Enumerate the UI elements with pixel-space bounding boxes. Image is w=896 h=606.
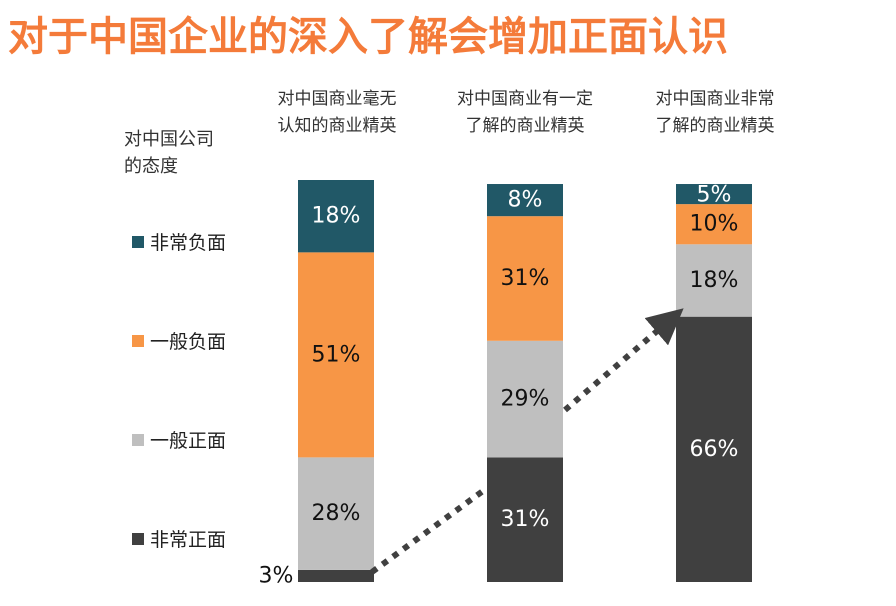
legend-swatch: [132, 235, 144, 248]
data-label: 18%: [312, 204, 361, 229]
bar-segment: [487, 184, 563, 217]
data-label: 10%: [690, 212, 739, 237]
legend-swatch: [132, 532, 144, 545]
column-header-line2: 认知的商业精英: [277, 116, 397, 136]
legend-label: 非常负面: [150, 232, 227, 254]
legend-label: 一般负面: [150, 331, 227, 353]
data-label: 51%: [312, 342, 361, 367]
data-label: 29%: [501, 387, 550, 412]
legend-item-very-positive: 非常正面: [132, 525, 226, 552]
legend-title-line2: 的态度: [124, 156, 178, 177]
legend-title-line1: 对中国公司: [124, 129, 214, 150]
bar-segment: [298, 457, 374, 570]
data-label: 31%: [501, 266, 550, 291]
legend-title: 对中国公司 的态度: [124, 126, 214, 180]
data-label: 3%: [259, 564, 294, 589]
column-header-line2: 了解的商业精英: [465, 116, 585, 136]
data-label: 66%: [690, 437, 739, 462]
bar-segment: [487, 216, 563, 341]
column-header-2: 对中国商业有一定 了解的商业精英: [430, 86, 620, 140]
data-label: 18%: [690, 268, 739, 293]
bar-segment: [487, 340, 563, 458]
bar-segment: [487, 457, 563, 582]
legend-label: 非常正面: [150, 529, 227, 551]
data-label: 5%: [697, 183, 732, 208]
column-header-line1: 对中国商业非常: [655, 89, 775, 109]
data-label: 28%: [312, 501, 361, 526]
bar-segment: [298, 180, 374, 253]
bar-segment: [676, 244, 752, 317]
column-header-1: 对中国商业毫无 认知的商业精英: [242, 86, 432, 140]
column-header-line1: 对中国商业毫无: [277, 89, 397, 109]
bar-segment: [298, 569, 374, 582]
bar-segment: [676, 316, 752, 582]
legend-item-negative: 一般负面: [132, 327, 226, 354]
column-header-line2: 了解的商业精英: [655, 116, 775, 136]
data-label: 31%: [501, 507, 550, 532]
bar-segment: [676, 184, 752, 205]
trend-arrow-segment: [563, 308, 684, 413]
bar-segment: [676, 204, 752, 245]
page-title: 对于中国企业的深入了解会增加正面认识: [8, 14, 728, 60]
legend-item-positive: 一般正面: [132, 426, 226, 453]
bar-segment: [298, 252, 374, 458]
legend-swatch: [132, 433, 144, 446]
legend-label: 一般正面: [150, 430, 227, 452]
legend-item-very-negative: 非常负面: [132, 228, 226, 255]
column-header-line1: 对中国商业有一定: [457, 89, 593, 109]
column-header-3: 对中国商业非常 了解的商业精英: [620, 86, 810, 140]
legend-swatch: [132, 334, 144, 347]
trend-arrow-segment: [370, 485, 489, 575]
data-label: 8%: [508, 188, 543, 213]
